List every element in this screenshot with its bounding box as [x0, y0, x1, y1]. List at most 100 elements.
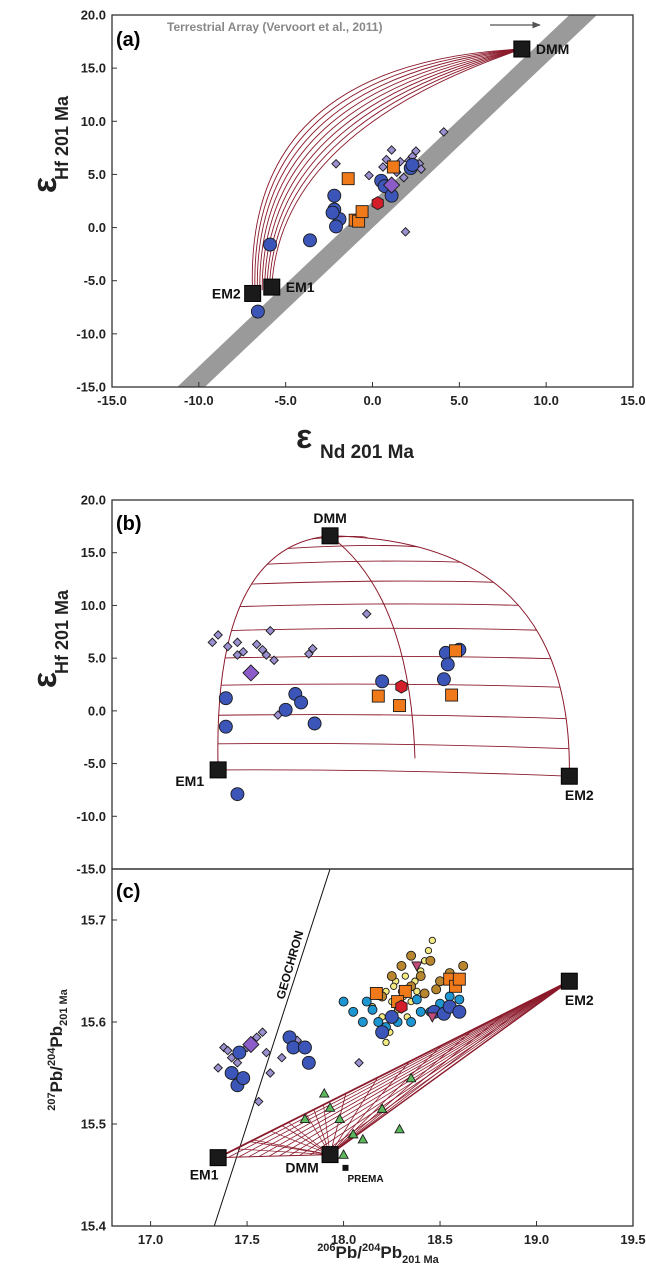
panel-a-blue-circle-point	[263, 237, 277, 252]
panel-b-purple-diamond-point	[361, 609, 372, 619]
em2-label: EM2	[565, 992, 594, 1008]
panel-c-green-triangle-point	[357, 1133, 369, 1144]
panel-a-blue-circle-point	[250, 304, 265, 319]
mixing-line	[235, 1148, 331, 1155]
panel-b-red-hexagon-point	[395, 679, 408, 694]
panel-c-purple-diamond-point	[265, 1068, 276, 1078]
mixing-tie-line	[311, 535, 368, 540]
panel-c-purple-diamond-point	[354, 1057, 364, 1068]
panel-c-purple-diamond-point	[222, 1045, 233, 1056]
mixing-line	[329, 1077, 379, 1155]
panel-c-purple-diamond-point	[232, 1057, 243, 1068]
panel-b-orange-square-point	[449, 644, 462, 658]
panel-c-purple-diamond-point	[276, 1052, 287, 1063]
mixing-tie-line	[251, 580, 494, 585]
panel-c-green-triangle-point	[334, 1113, 346, 1124]
panel-b-blue-circle-point	[436, 672, 451, 687]
terrestrial-array-label: Terrestrial Array (Vervoort et al., 2011…	[167, 20, 382, 34]
panel-b-purple-diamond-point	[269, 655, 279, 666]
panel-c-gold-circle-point	[431, 984, 442, 995]
x-tick-label: -10.0	[184, 393, 214, 408]
panel-b-blue-circle-point	[218, 719, 233, 734]
panel-c-gold-circle-point	[406, 950, 417, 961]
em1-label: EM1	[286, 279, 315, 295]
x-tick-label: 10.0	[534, 393, 559, 408]
y-tick-label: 0.0	[88, 220, 106, 235]
panel-a-orange-square-point	[386, 160, 400, 174]
y-tick-label: 20.0	[81, 8, 106, 23]
y-tick-label: 15.0	[81, 61, 106, 76]
mixing-curve	[251, 48, 522, 294]
panel-b-y-symbol: ε	[26, 672, 64, 688]
dmm-label: DMM	[313, 510, 346, 526]
panel-b-ticks: -15.0 -10.0 -5.0 0.0 5.0 10.0 15.0 20.0	[76, 493, 117, 877]
panel-b-blue-circle-point	[294, 695, 309, 710]
panel-b-purple-diamond-point	[265, 625, 276, 636]
end-member-em1	[209, 1149, 227, 1167]
y-tick-label: -10.0	[76, 809, 106, 824]
prema-point	[342, 1164, 349, 1171]
geochron-line	[213, 869, 331, 1226]
panel-c-blue-circle-point	[298, 1040, 312, 1055]
panel-b-label: (b)	[116, 513, 142, 535]
mixing-line	[217, 980, 570, 1159]
panel-b-purple-diamond-point	[232, 637, 243, 648]
panel-a-orange-square-point	[355, 205, 369, 219]
panel-b-blue-circle-point	[230, 787, 245, 802]
panel-c-gold-circle-point	[396, 960, 407, 971]
mixing-line	[319, 980, 570, 1156]
panel-c-cyan-circle-point	[338, 996, 349, 1007]
mixing-line	[258, 980, 570, 1157]
panel-b-plot	[207, 527, 578, 802]
x-tick-label: 19.5	[620, 1232, 645, 1247]
panel-a-big-purple-diamond-point	[382, 176, 401, 194]
mixing-line	[248, 980, 570, 1158]
mixing-line	[329, 1093, 347, 1155]
x-tick-label: -5.0	[274, 393, 296, 408]
panel-a: -15.0 -10.0 -5.0 0.0 5.0 10.0 15.0 -15.0 -10.0 -5…	[26, 8, 646, 464]
y-tick-label: -15.0	[76, 862, 106, 877]
mixing-curve	[271, 48, 522, 288]
panel-a-purple-diamond-point	[331, 158, 341, 169]
end-member-em1	[209, 761, 227, 779]
em1-label: EM1	[190, 1167, 219, 1183]
panel-a-blue-circle-point	[303, 233, 317, 248]
panel-a-purple-diamond-point	[386, 145, 397, 155]
panel-c-gold-circle-point	[425, 955, 436, 966]
panel-c-y-axis-label: 207Pb/204Pb201 Ma	[46, 988, 70, 1110]
mixing-line	[329, 1061, 410, 1155]
y-tick-label: 15.6	[81, 1015, 106, 1030]
panel-c-cyan-circle-point	[454, 994, 465, 1005]
panel-c-label: (c)	[116, 881, 140, 903]
panel-c-orange-square-point	[369, 986, 383, 1000]
panel-c-gold-circle-point	[386, 971, 397, 982]
x-tick-label: -15.0	[97, 393, 127, 408]
panel-c-yellow-circle-point	[428, 936, 436, 945]
panel-c-gold-circle-point	[435, 976, 445, 987]
panel-c-x-axis-label: 206Pb/204Pb201 Ma	[317, 1242, 439, 1266]
x-tick-label: 5.0	[450, 393, 468, 408]
panel-c-cyan-circle-point	[357, 1017, 368, 1027]
panel-a-purple-diamond-point	[398, 172, 409, 183]
panel-c-blue-circle-point	[232, 1045, 247, 1060]
mixing-line	[309, 980, 570, 1156]
panel-a-blue-circle-point	[325, 205, 340, 220]
panel-c-pink-triangle-point	[411, 961, 423, 972]
panel-b: -15.0 -10.0 -5.0 0.0 5.0 10.0 15.0 20.0 (b) ε H…	[26, 493, 634, 877]
panel-c-red-hexagon-point	[395, 999, 408, 1014]
panel-c-ticks: 17.0 17.5 18.0 18.5 19.0 19.5 15.4 15.5 15.6 15.7	[81, 913, 646, 1248]
panel-a-purple-diamond-point	[378, 162, 388, 172]
mixing-mid-curve	[329, 535, 416, 759]
panel-c-cyan-circle-point	[415, 1006, 426, 1017]
em2-label: EM2	[212, 285, 241, 301]
panel-b-orange-square-point	[393, 699, 406, 713]
end-member-em1	[263, 278, 281, 296]
panel-c-cyan-circle-point	[444, 991, 455, 1002]
panel-a-y-subscript: Hf 201 Ma	[52, 95, 72, 180]
mixing-line	[289, 980, 570, 1157]
panel-a-x-subscript: Nd 201 Ma	[320, 442, 414, 463]
panel-b-blue-circle-point	[278, 702, 293, 717]
panel-c-cyan-circle-point	[348, 1006, 359, 1017]
panel-c-green-triangle-point	[376, 1103, 388, 1113]
